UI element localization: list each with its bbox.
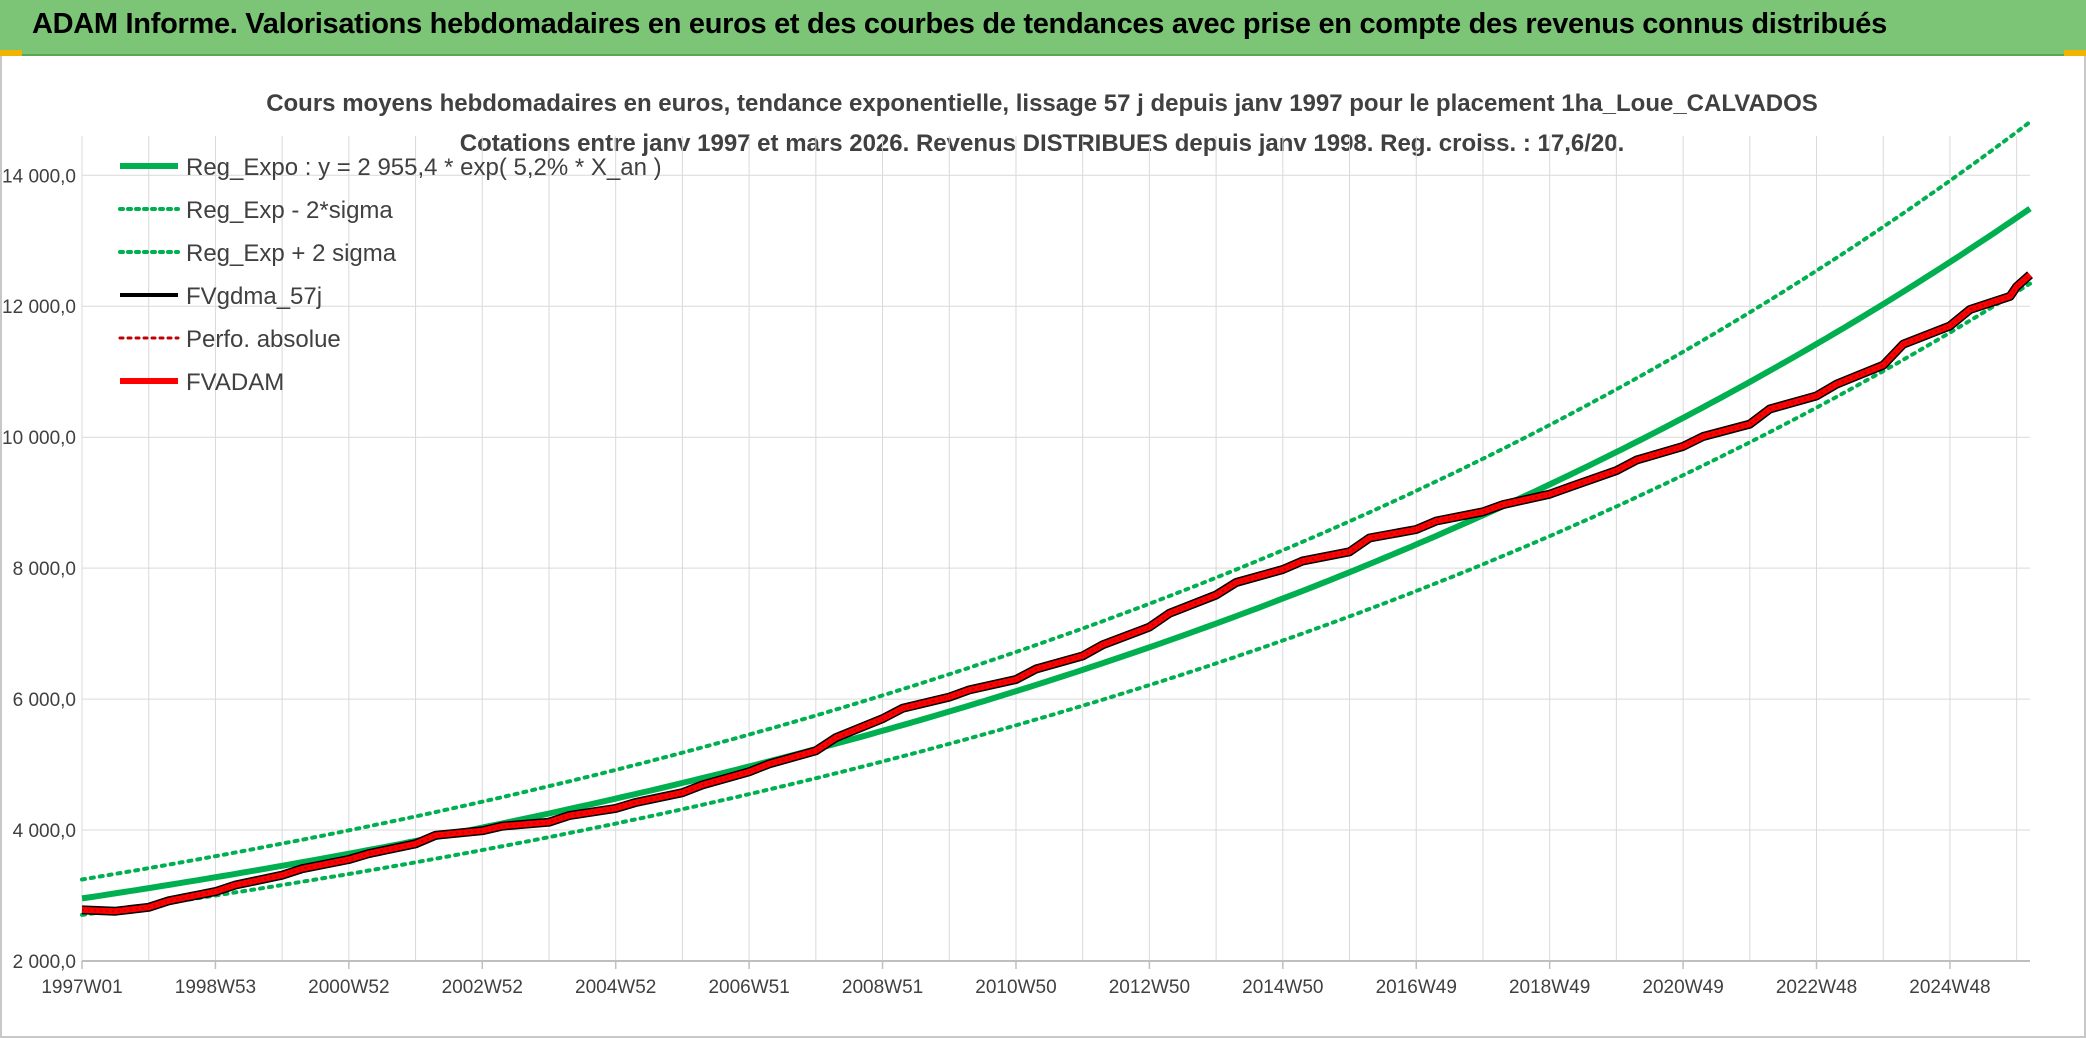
y-tick-label: 12 000,0 (2, 297, 76, 318)
chart-title: Cours moyens hebdomadaires en euros, ten… (266, 90, 1818, 117)
series-reg-exp-plus-2sigma (80, 120, 2032, 882)
series-fvadam (81, 272, 2032, 915)
chart-subtitle: Cotations entre janv 1997 et mars 2026. … (460, 130, 1625, 157)
legend-label: Reg_Exp + 2 sigma (186, 240, 397, 267)
y-tick-label: 10 000,0 (2, 428, 76, 449)
x-tick-label: 2008W51 (842, 977, 923, 998)
legend: Reg_Expo : y = 2 955,4 * exp( 5,2% * X_a… (118, 154, 662, 396)
x-tick-label: 2020W49 (1642, 977, 1723, 998)
legend-label: Perfo. absolue (186, 326, 341, 353)
x-tick-label: 2004W52 (575, 977, 656, 998)
y-tick-label: 6 000,0 (13, 690, 76, 711)
x-tick-label: 2000W52 (308, 977, 389, 998)
legend-label: Reg_Expo : y = 2 955,4 * exp( 5,2% * X_a… (186, 154, 662, 181)
y-tick-label: 4 000,0 (13, 821, 76, 842)
x-tick-label: 2012W50 (1109, 977, 1190, 998)
x-tick-label: 2002W52 (442, 977, 523, 998)
header-bar: ADAM Informe. Valorisations hebdomadaire… (0, 0, 2086, 56)
series (80, 120, 2033, 917)
series-reg-exp-minus-2sigma (80, 281, 2032, 917)
corner-mark-top-right (2064, 50, 2086, 56)
x-tick-label: 2006W51 (708, 977, 789, 998)
chart-area: Cours moyens hebdomadaires en euros, ten… (0, 56, 2086, 1038)
x-tick-label: 2016W49 (1376, 977, 1457, 998)
x-tick-label: 2022W48 (1776, 977, 1857, 998)
y-tick-label: 14 000,0 (2, 166, 76, 187)
legend-label: FVgdma_57j (186, 283, 322, 310)
y-tick-label: 2 000,0 (13, 952, 76, 973)
x-tick-label: 2018W49 (1509, 977, 1590, 998)
y-tick-label: 8 000,0 (13, 559, 76, 580)
x-tick-label: 1998W53 (175, 977, 256, 998)
x-tick-label: 2010W50 (975, 977, 1056, 998)
x-tick-label: 1997W01 (41, 977, 122, 998)
x-tick-label: 2014W50 (1242, 977, 1323, 998)
header-title: ADAM Informe. Valorisations hebdomadaire… (32, 8, 1887, 40)
legend-label: FVADAM (186, 369, 284, 396)
series-reg-expo (81, 206, 2032, 902)
x-tick-label: 2024W48 (1909, 977, 1990, 998)
corner-mark-top-left (0, 50, 22, 56)
series-perfo-absolue (81, 274, 2031, 913)
axes: 2 000,0 4 000,0 6 000,0 8 000,0 10 000,0 12 0… (2, 166, 2030, 998)
chart-svg: Cours moyens hebdomadaires en euros, ten… (2, 90, 2033, 998)
grid (81, 136, 2030, 962)
legend-label: Reg_Exp - 2*sigma (186, 197, 393, 224)
series-fvgdma-57j (81, 271, 2033, 916)
